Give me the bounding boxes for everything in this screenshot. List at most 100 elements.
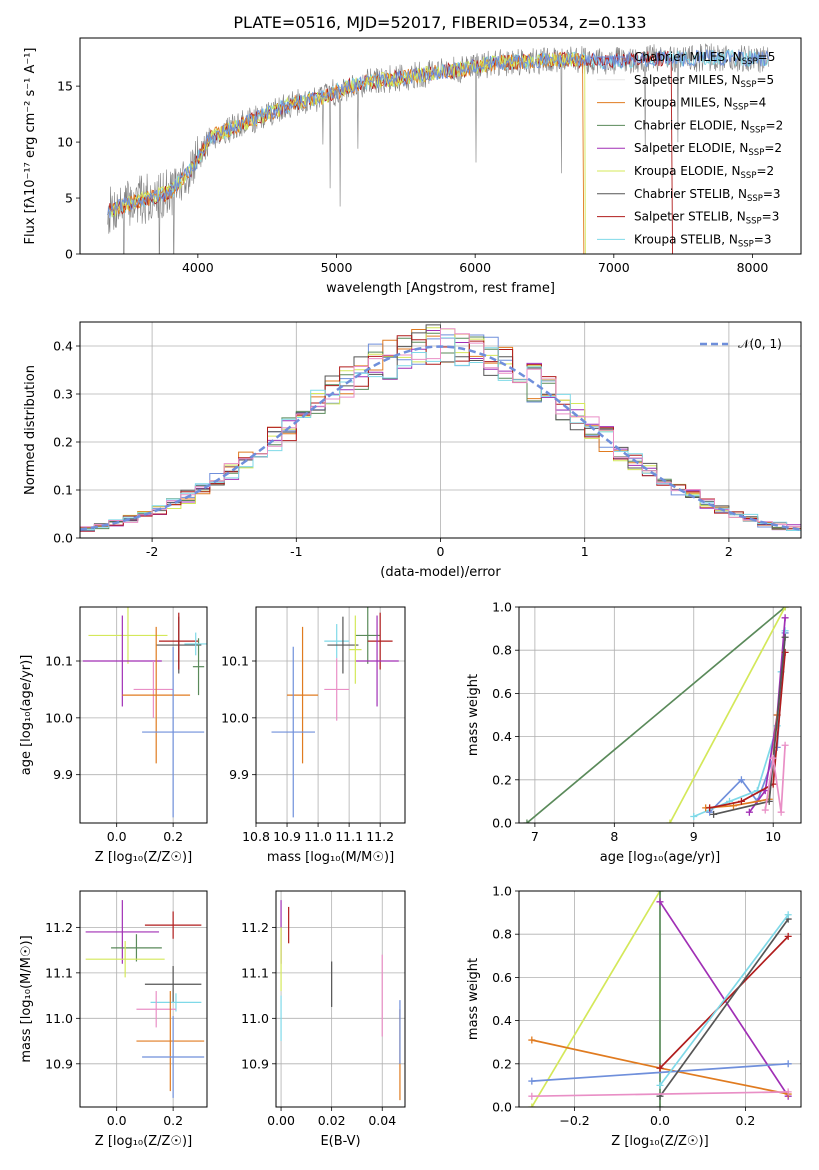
series-marker — [656, 898, 664, 906]
x-tick-label: 0.2 — [163, 1113, 183, 1128]
y-tick-label: 0.0 — [492, 1100, 512, 1115]
x-tick-label: 10.8 — [242, 829, 270, 844]
series-kroupa-elodie — [531, 891, 661, 1107]
series-chabrier-stelib — [659, 918, 789, 1097]
errorbar-point — [349, 615, 362, 684]
errorbar-point — [184, 632, 207, 656]
errorbar-point — [136, 991, 176, 1028]
x-tick-label: 0 — [437, 544, 445, 559]
x-axis-label: age [log₁₀(age/yr)] — [600, 850, 721, 865]
series-marker — [745, 808, 753, 816]
errorbar-point — [159, 612, 199, 670]
y-tick-label: 0.8 — [492, 927, 512, 942]
y-tick-label: 11.1 — [241, 965, 269, 980]
series-marker — [737, 797, 745, 805]
y-tick-label: 0.2 — [492, 1056, 512, 1071]
errorbar-point — [355, 615, 399, 707]
mass-vs-EBV-frame — [275, 890, 406, 1108]
x-tick-label: 0.02 — [318, 1113, 346, 1128]
x-axis-label: Z [log₁₀(Z/Z☉)] — [95, 1134, 192, 1149]
model-spectrum-kroupa-miles — [107, 51, 585, 254]
residual-histogram-axes: -2 -1 0 1 2 0.0 0.1 0.2 0.3 0.4 (data-model)/error… — [23, 321, 802, 580]
series-kroupa-elodie — [669, 607, 786, 823]
series-marker — [784, 1060, 792, 1068]
mass-weight-vs-Z-frame — [518, 890, 802, 1108]
mass-vs-Z-plot-area — [80, 891, 207, 1107]
spectrum-legend: Chabrier MILES, NSSP=5 Salpeter MILES, NS… — [597, 50, 783, 249]
legend-entry: Kroupa MILES, NSSP=4 — [634, 96, 766, 113]
errorbar-point — [85, 941, 165, 978]
series-marker — [781, 741, 789, 749]
y-tick-label: 10.9 — [241, 1056, 269, 1071]
series-marker — [784, 1088, 792, 1096]
x-tick-label: 7000 — [598, 260, 630, 275]
y-tick-label: 10.1 — [45, 654, 73, 669]
spectrum-axes: 4000 5000 6000 7000 8000 0 5 10 15 wavelength [An… — [23, 37, 802, 296]
series-marker — [737, 776, 745, 784]
spectrum-frame — [79, 37, 802, 255]
x-tick-label: 0.0 — [650, 1113, 670, 1128]
errorbar-point — [144, 966, 202, 1003]
y-tick-label: 0.1 — [53, 483, 73, 498]
y-tick-label: 0.3 — [53, 387, 73, 402]
y-tick-label: 9.9 — [53, 767, 73, 782]
errorbar-point — [192, 638, 205, 696]
x-tick-label: 10.9 — [273, 829, 301, 844]
y-tick-label: 0.0 — [53, 531, 73, 546]
x-tick-label: 0.2 — [163, 829, 183, 844]
age-vs-mass-plot-area — [256, 607, 405, 823]
legend-entry: 𝒩(0, 1) — [738, 337, 782, 351]
series-marker — [656, 1103, 664, 1107]
series-marker — [781, 633, 789, 641]
errorbar-point — [133, 661, 174, 718]
mass-weight-vs-age-frame — [518, 606, 802, 824]
y-tick-label: 1.0 — [492, 884, 512, 899]
series-pink — [531, 1091, 789, 1098]
series-marker — [706, 804, 714, 812]
mass-vs-EBV-axes: 0.00 0.02 0.04 10.9 11.0 11.1 11.2 E(B-V) — [241, 890, 406, 1149]
y-tick-label: 0.2 — [53, 435, 73, 450]
age-vs-Z-frame — [79, 606, 208, 824]
x-axis-label: wavelength [Angstrom, rest frame] — [326, 281, 555, 296]
errorbar-point — [111, 934, 162, 962]
figure-title: PLATE=0516, MJD=52017, FIBERID=0534, z=0… — [233, 13, 646, 32]
y-tick-label: 11.0 — [45, 1011, 73, 1026]
series-kroupa-stelib — [659, 914, 789, 1086]
model-spectrum-chabrier-miles — [107, 49, 770, 219]
series-marker — [656, 891, 664, 895]
legend-entry: Salpeter MILES, NSSP=5 — [634, 73, 774, 90]
x-tick-label: 0.04 — [368, 1113, 396, 1128]
residual-histogram-frame — [79, 321, 802, 539]
x-tick-label: 2 — [725, 544, 733, 559]
series-salpeter-stelib — [659, 935, 789, 1069]
errorbar-point — [144, 911, 202, 939]
x-tick-label: 0.0 — [107, 1113, 127, 1128]
residual-histogram-plot-area — [80, 322, 801, 538]
y-axis-label: mass [log₁₀(M/M☉)] — [19, 935, 34, 1062]
legend-entry: Chabrier STELIB, NSSP=3 — [634, 187, 781, 204]
mass-vs-EBV-plot-area — [276, 891, 405, 1107]
errorbar-point — [142, 1016, 205, 1098]
errorbar-point — [82, 615, 162, 707]
y-tick-label: 5 — [65, 191, 73, 206]
errorbar-point — [271, 646, 315, 818]
x-axis-label: Z [log₁₀(Z/Z☉)] — [95, 850, 192, 865]
errorbar-point — [122, 626, 191, 764]
series-marker — [656, 1081, 664, 1089]
series-marker — [523, 819, 531, 823]
series-marker — [656, 1064, 664, 1072]
y-tick-label: 11.0 — [241, 1011, 269, 1026]
y-axis-label: Flux [fλ10⁻¹⁷ erg cm⁻² s⁻¹ A⁻¹] — [23, 48, 38, 245]
y-tick-label: 0.4 — [53, 339, 73, 354]
x-tick-label: 11.0 — [304, 829, 332, 844]
x-tick-label: 1 — [581, 544, 589, 559]
series-marker — [690, 813, 698, 821]
x-tick-label: 0.00 — [267, 1113, 295, 1128]
y-tick-label: 0.8 — [492, 643, 512, 658]
x-tick-label: 6000 — [459, 260, 491, 275]
errorbar-point — [355, 607, 381, 664]
x-tick-label: 0.2 — [736, 1113, 756, 1128]
mass-weight-vs-age-plot-area — [519, 607, 801, 823]
series-marker — [528, 1103, 536, 1107]
